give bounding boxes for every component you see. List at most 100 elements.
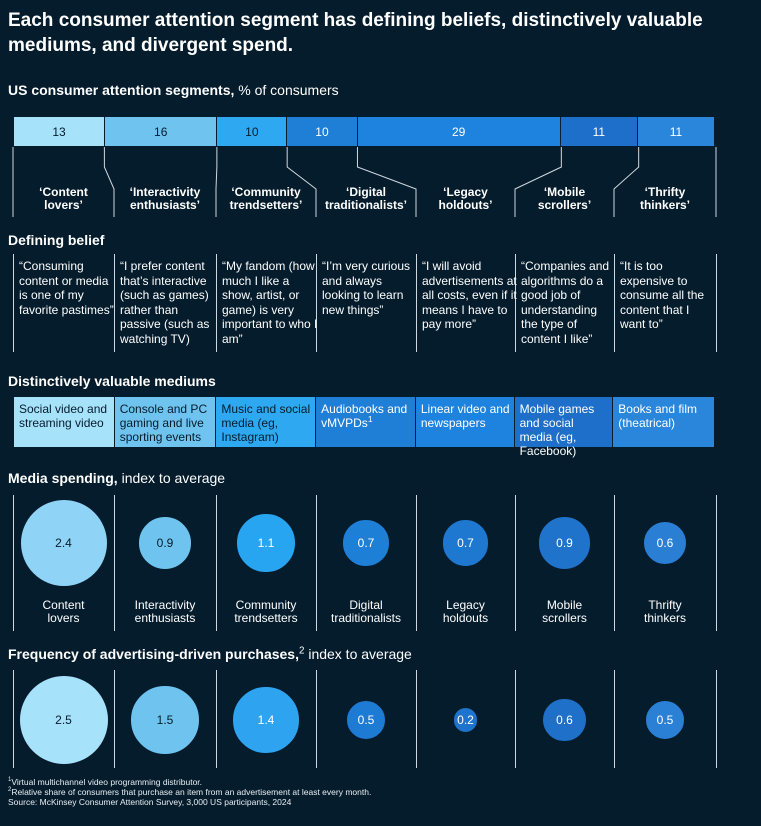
medium-cell-5: Linear video and newspapers — [415, 397, 515, 447]
column-divider — [13, 670, 14, 768]
spendArea-bubble-4: 0.7 — [342, 519, 390, 567]
column-divider — [416, 254, 417, 352]
freqArea-bubble-7: 0.5 — [644, 699, 686, 741]
frequency-label-sup: 2 — [298, 645, 305, 657]
segment-bar-label: 11 — [669, 124, 683, 139]
connector-line — [286, 147, 317, 217]
spendArea-bubble-2: 0.9 — [138, 516, 192, 570]
bubble-value-label: 2.4 — [55, 536, 72, 550]
segment-bar-label: 10 — [245, 124, 259, 139]
freqArea-bubble-6: 0.6 — [542, 697, 587, 743]
column-divider — [216, 670, 217, 768]
column-divider — [614, 670, 615, 768]
bubble-category-label-6: Mobile scrollers — [542, 598, 587, 625]
medium-cell-6: Mobile games and social media (eg, Faceb… — [514, 397, 614, 458]
ad-purchase-frequency-chart: 2.5 1.5 1.4 0.5 0.2 0.6 0.5 — [0, 670, 761, 770]
media-spending-chart: 2.4 Content lovers 0.9 Interactivity enthusia… — [0, 495, 761, 631]
bubble-category-label-2: Interactivity enthusiasts — [134, 598, 196, 625]
column-divider — [316, 670, 317, 768]
segment-bar-1: 13 — [14, 117, 106, 146]
bubble-value-label: 0.7 — [457, 535, 474, 550]
belief-text-6: “Companies and algorithms do a good job … — [521, 259, 610, 346]
segment-share-bar: 13 16 10 10 29 11 11 — [13, 116, 716, 147]
connector-line — [215, 147, 218, 217]
segment-bar-label: 11 — [592, 124, 606, 139]
mediums-label: Distinctively valuable mediums — [8, 373, 216, 389]
segments-section-label: US consumer attention segments, % of con… — [8, 81, 339, 99]
spendArea-bubble-7: 0.6 — [643, 521, 687, 565]
segment-name-4: ‘Digital traditionalists’ — [324, 185, 407, 212]
column-divider — [614, 254, 615, 352]
frequency-section-label: Frequency of advertising-driven purchase… — [8, 645, 412, 663]
spending-label-rest: index to average — [117, 470, 226, 486]
spending-label-bold: Media spending, — [8, 470, 118, 486]
footnotes: 1Virtual multichannel video programming … — [8, 777, 371, 807]
segment-bar-2: 16 — [105, 117, 218, 146]
column-divider — [515, 670, 516, 768]
bubble-value-label: 2.5 — [55, 713, 72, 727]
segment-name-1: ‘Content lovers’ — [39, 185, 88, 212]
segment-bar-4: 10 — [287, 117, 358, 146]
column-divider — [13, 495, 14, 631]
bubble-category-label-7: Thrifty thinkers — [643, 598, 687, 625]
bubble-category-label-3: Community trendsetters — [234, 598, 298, 625]
bubble-value-label: 0.5 — [357, 712, 375, 727]
connector-line — [514, 147, 562, 217]
segment-name-7: ‘Thrifty thinkers’ — [639, 185, 690, 212]
freqArea-bubble-3: 1.4 — [232, 686, 300, 754]
belief-text-5: “I will avoid advertisements at all cost… — [422, 259, 517, 331]
connector-line — [613, 147, 640, 217]
segment-bar-label: 16 — [154, 124, 168, 139]
segment-bar-5: 29 — [357, 117, 561, 146]
column-divider — [416, 495, 417, 631]
belief-section-label: Defining belief — [8, 231, 104, 249]
spendArea-bubble-5: 0.7 — [441, 519, 490, 567]
freqArea-bubble-5: 0.2 — [452, 707, 479, 733]
segment-bar-label: 29 — [451, 124, 466, 139]
bubble-value-label: 0.5 — [656, 712, 674, 727]
segments-label-bold: US consumer attention segments, — [8, 82, 235, 98]
column-divider — [716, 254, 717, 352]
bubble-value-label: 1.4 — [257, 712, 275, 727]
column-divider — [316, 495, 317, 631]
connector-line — [356, 147, 417, 217]
segment-name-2: ‘Interactivity enthusiasts’ — [129, 185, 201, 212]
spending-section-label: Media spending, index to average — [8, 469, 225, 487]
spendArea-bubble-3: 1.1 — [236, 513, 296, 573]
spendArea-bubble-6: 0.9 — [537, 516, 592, 570]
bubble-value-label: 0.2 — [457, 712, 474, 727]
freqArea-bubble-2: 1.5 — [130, 685, 200, 755]
bubble-category-label-4: Digital traditionalists — [330, 598, 402, 625]
bubble-category-label-1: Content lovers — [42, 598, 85, 625]
segment-bar-label: 10 — [315, 124, 329, 139]
medium-footnote-mark: 1 — [367, 414, 373, 424]
medium-cell-7: Books and film (theatrical) — [613, 397, 715, 447]
column-divider — [716, 670, 717, 768]
mediums-section-label: Distinctively valuable mediums — [8, 372, 216, 390]
column-divider — [216, 254, 217, 352]
freqArea-bubble-4: 0.5 — [345, 699, 387, 741]
freqArea-bubble-1: 2.5 — [18, 675, 109, 765]
frequency-label-bold: Frequency of advertising-driven purchase… — [8, 646, 299, 662]
bubble-value-label: 0.9 — [156, 535, 174, 550]
column-divider — [716, 495, 717, 631]
footnote-2: 2Relative share of consumers that purcha… — [8, 787, 372, 797]
medium-text: Music and social media (eg, Instagram) — [221, 402, 311, 444]
belief-label: Defining belief — [8, 232, 105, 248]
belief-text-4: “I’m very curious and always looking to … — [322, 259, 411, 317]
belief-text-1: “Consuming content or media is one of my… — [19, 259, 114, 317]
segment-bar-3: 10 — [217, 117, 288, 146]
column-divider — [316, 254, 317, 352]
segment-connectors — [12, 147, 717, 217]
bubble-value-label: 0.6 — [656, 536, 674, 550]
column-divider — [114, 254, 115, 352]
connector-line — [103, 147, 115, 217]
spendArea-bubble-1: 2.4 — [19, 499, 108, 587]
column-divider — [216, 495, 217, 631]
medium-text: Books and film (theatrical) — [618, 402, 697, 430]
medium-cell-1: Social video and streaming video — [14, 397, 115, 447]
bubble-value-label: 1.5 — [156, 712, 174, 727]
medium-text: Linear video and newspapers — [420, 402, 510, 430]
source-note: Source: McKinsey Consumer Attention Surv… — [8, 797, 292, 807]
column-divider — [515, 495, 516, 631]
